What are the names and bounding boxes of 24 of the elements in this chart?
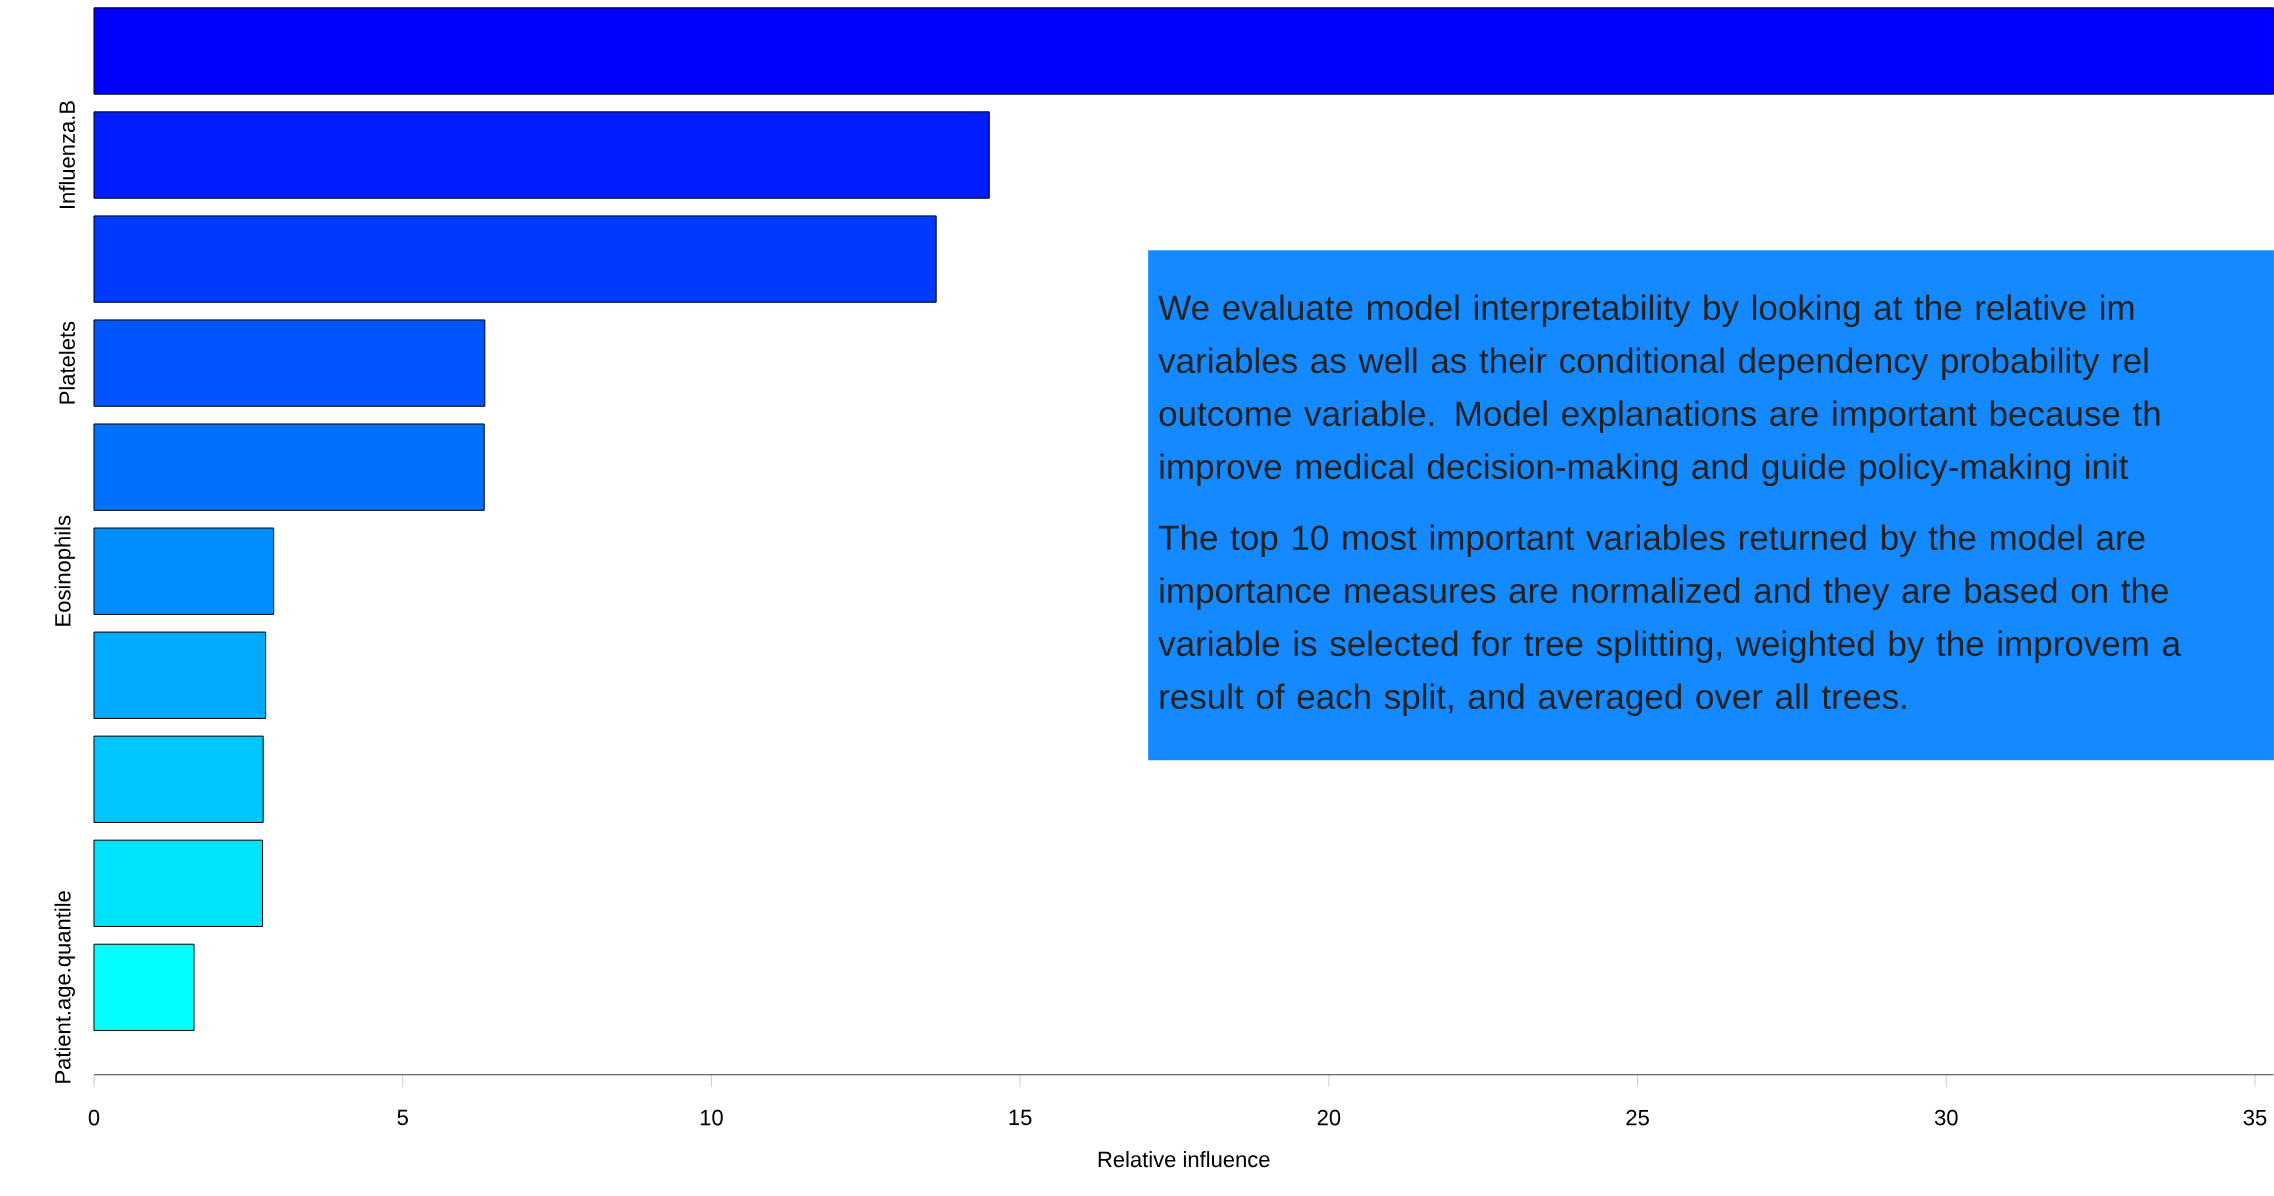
bar xyxy=(93,215,937,303)
y-tick-label: Influenza.B xyxy=(58,101,75,209)
bar xyxy=(93,319,486,407)
bar xyxy=(93,631,267,720)
annotation: The top 10 most important variables returned by the model are importance measures are normalized and they are based on the variable is selected for tree splitting, weighted by the improvem a result of each split, and averaged over all trees. xyxy=(1158,524,2182,717)
bar xyxy=(93,943,195,1032)
bar xyxy=(93,735,264,824)
y-tick-label: Eosinophils xyxy=(54,515,75,626)
x-tick-label: 25 xyxy=(1626,1109,1649,1126)
x-tick-label: 30 xyxy=(1934,1109,1958,1126)
x-tick-label: 0 xyxy=(88,1109,100,1126)
x-tick-label: 5 xyxy=(397,1109,408,1126)
bar xyxy=(93,527,275,616)
y-tick-label: Platelets xyxy=(58,321,75,404)
annotation: We evaluate model interpretability by looking at the relative im variables as well as their conditional dependency probability rel outcome variable. Model explanations are important because th improve medical decision-making and guide policy-making init xyxy=(1158,294,2160,487)
bar xyxy=(93,423,485,511)
x-tick-label: 20 xyxy=(1317,1109,1341,1126)
x-tick-label: 15 xyxy=(1009,1109,1032,1126)
x-tick-label: 35 xyxy=(2243,1109,2267,1126)
x-axis-title: Relative influence xyxy=(1098,1151,1270,1168)
bar xyxy=(93,111,990,199)
y-tick-label: Patient.age.quantile xyxy=(54,891,75,1083)
x-tick-label: 10 xyxy=(700,1109,723,1126)
bar xyxy=(93,839,264,928)
